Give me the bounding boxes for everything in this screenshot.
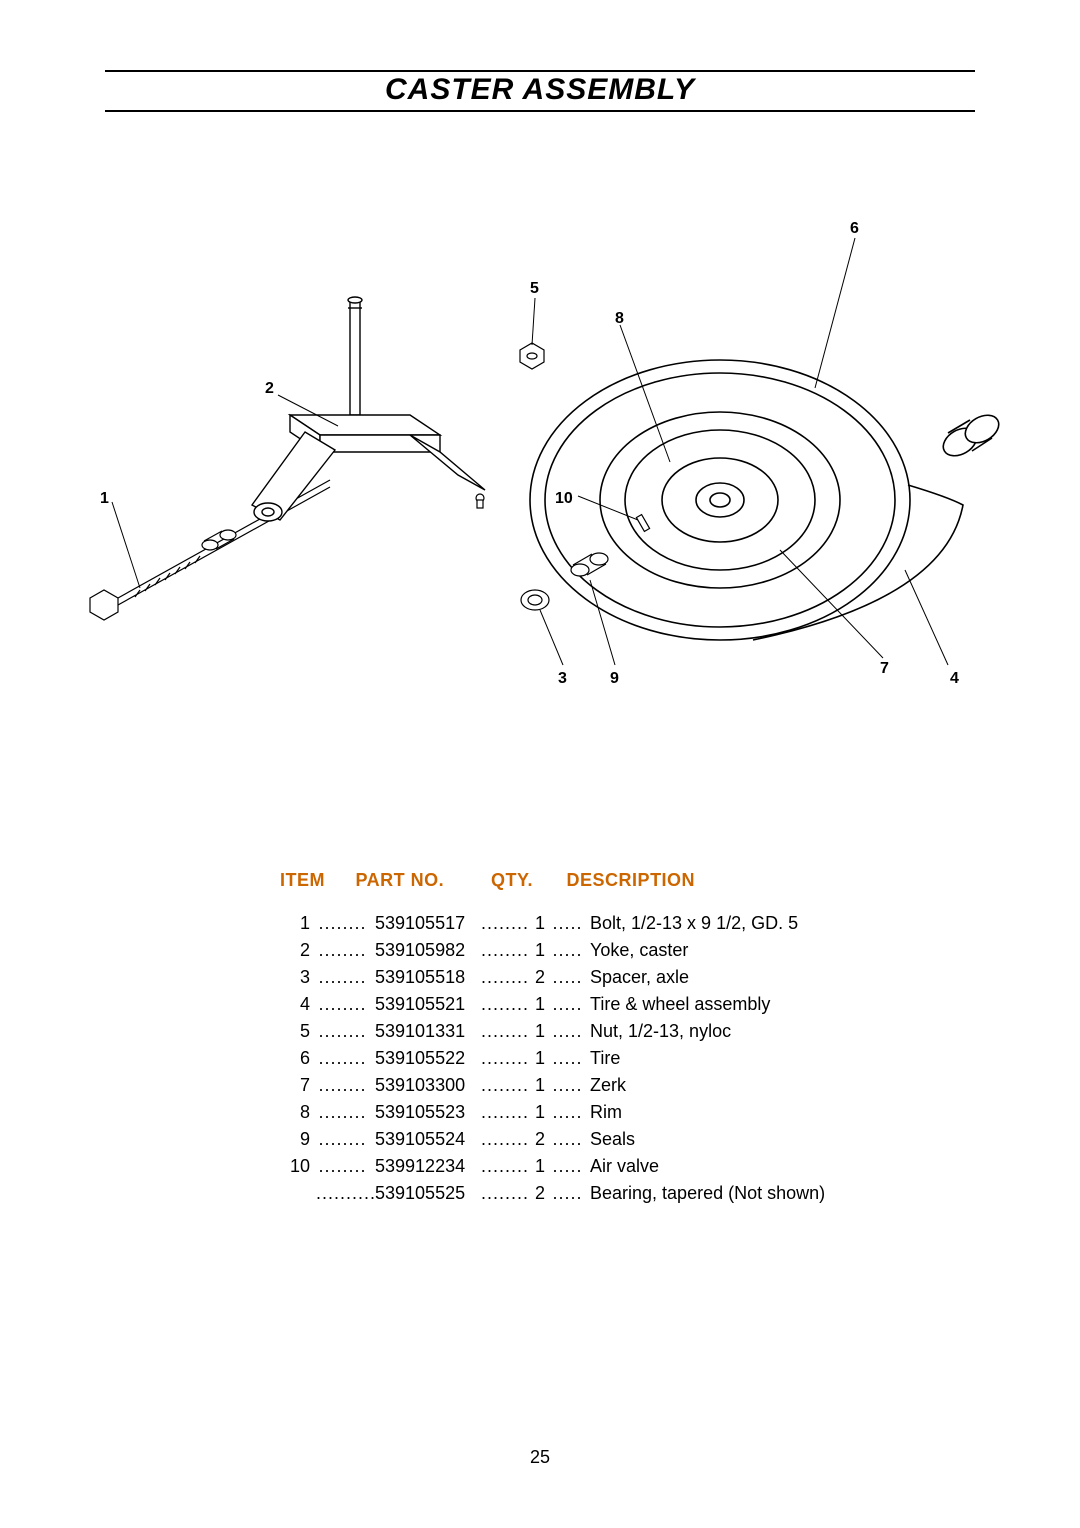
- parts-row: 7 ........ 539103300 ........ 1 ..... Ze…: [280, 1072, 825, 1099]
- page-number: 25: [0, 1447, 1080, 1468]
- parts-row: 8 ........ 539105523 ........ 1 ..... Ri…: [280, 1099, 825, 1126]
- parts-row: 9 ........ 539105524 ........ 2 ..... Se…: [280, 1126, 825, 1153]
- callout-1: 1: [100, 490, 109, 508]
- yoke: [252, 297, 485, 521]
- callout-2: 2: [265, 380, 274, 398]
- th-qty: QTY.: [491, 870, 561, 891]
- parts-row: 2 ........ 539105982 ........ 1 ..... Yo…: [280, 937, 825, 964]
- th-item: ITEM: [280, 870, 350, 891]
- seal: [521, 590, 549, 610]
- callout-5: 5: [530, 280, 539, 298]
- parts-row: 4 ........ 539105521 ........ 1 ..... Ti…: [280, 991, 825, 1018]
- th-part: PART NO.: [356, 870, 486, 891]
- parts-table-header: ITEM PART NO. QTY. DESCRIPTION: [280, 870, 827, 891]
- parts-row: 3 ........ 539105518 ........ 2 ..... Sp…: [280, 964, 825, 991]
- page-title: CASTER ASSEMBLY: [105, 70, 975, 110]
- diagram-svg: [80, 200, 1000, 720]
- callout-3: 3: [558, 670, 567, 688]
- spacer-left: [202, 530, 236, 550]
- parts-row: 6 ........ 539105522 ........ 1 ..... Ti…: [280, 1045, 825, 1072]
- tire-wheel: [530, 360, 1000, 640]
- parts-row: 1 ........ 539105517 ........ 1 ..... Bo…: [280, 910, 825, 937]
- callout-10: 10: [555, 490, 573, 508]
- callout-7: 7: [880, 660, 889, 678]
- page: CASTER ASSEMBLY: [0, 0, 1080, 1528]
- th-desc: DESCRIPTION: [567, 870, 827, 891]
- nut: [520, 343, 544, 369]
- exploded-diagram: 1 2 3 4 5 6 7 8 9 10: [80, 200, 1000, 720]
- callout-4: 4: [950, 670, 959, 688]
- callout-8: 8: [615, 310, 624, 328]
- parts-row: .......... 539105525 ........ 2 ..... Be…: [280, 1180, 825, 1207]
- callout-9: 9: [610, 670, 619, 688]
- parts-list: 1 ........ 539105517 ........ 1 ..... Bo…: [280, 910, 825, 1207]
- parts-row: 5 ........ 539101331 ........ 1 ..... Nu…: [280, 1018, 825, 1045]
- callout-6: 6: [850, 220, 859, 238]
- rule-bottom: [105, 110, 975, 112]
- zerk: [476, 494, 484, 508]
- parts-row: 10 ........ 539912234 ........ 1 ..... A…: [280, 1153, 825, 1180]
